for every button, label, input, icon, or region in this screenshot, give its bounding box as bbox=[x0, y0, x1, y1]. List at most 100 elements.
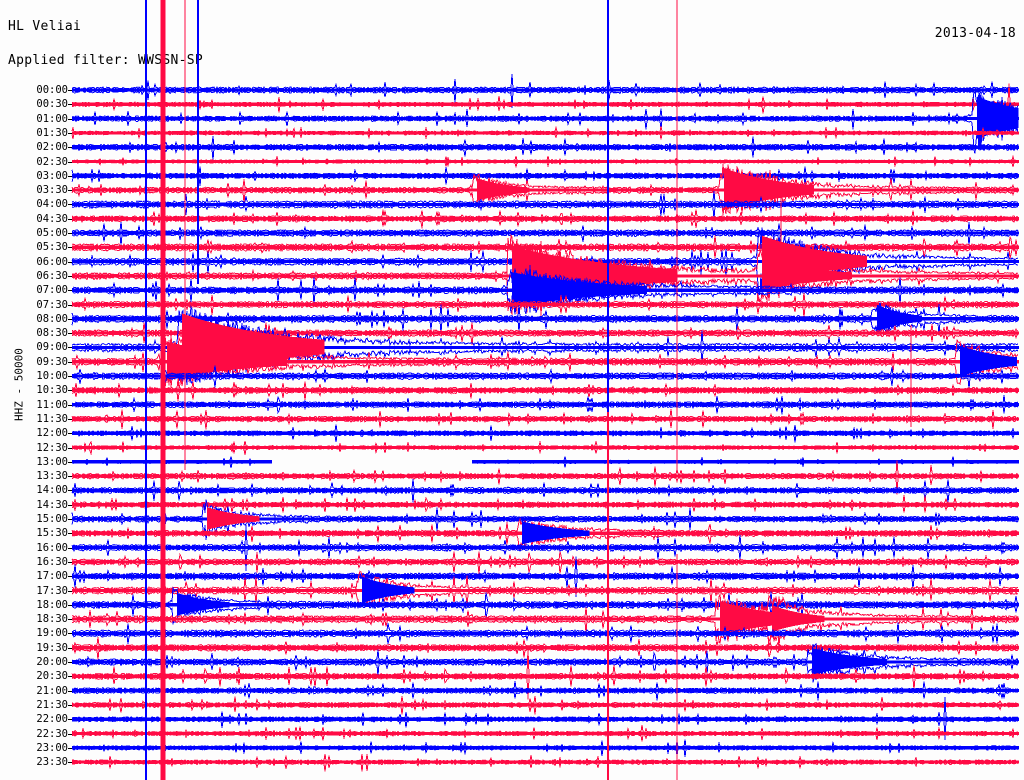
trace-row-11-30 bbox=[71, 408, 1019, 430]
axis-tick bbox=[68, 733, 72, 735]
event-coda-0630 bbox=[762, 259, 852, 291]
axis-tick bbox=[68, 404, 72, 406]
event-event-0800 bbox=[877, 304, 922, 332]
time-label-13-00: 13:00 bbox=[36, 455, 68, 468]
axis-tick bbox=[68, 333, 72, 335]
axis-tick bbox=[68, 361, 72, 363]
time-label-13-30: 13:30 bbox=[36, 470, 68, 483]
vertical-spike-line bbox=[607, 411, 609, 780]
event-event-1830 bbox=[720, 601, 803, 636]
vertical-spike-line bbox=[780, 197, 782, 284]
trace-row-04-00 bbox=[71, 191, 1019, 219]
time-label-22-00: 22:00 bbox=[36, 713, 68, 726]
time-label-18-30: 18:30 bbox=[36, 613, 68, 626]
axis-tick bbox=[68, 533, 72, 535]
vertical-spike-line bbox=[910, 325, 912, 427]
time-label-03-00: 03:00 bbox=[36, 169, 68, 182]
axis-tick bbox=[68, 447, 72, 449]
time-label-01-00: 01:00 bbox=[36, 112, 68, 125]
event-event-0930b bbox=[960, 345, 1018, 377]
trace-row-19-00 bbox=[71, 622, 1019, 645]
trace-row-12-30 bbox=[71, 439, 1019, 456]
axis-tick bbox=[68, 762, 72, 764]
time-label-10-30: 10:30 bbox=[36, 384, 68, 397]
trace-row-14-00 bbox=[71, 479, 1019, 503]
axis-tick bbox=[68, 204, 72, 206]
trace-row-21-00 bbox=[71, 681, 1019, 701]
axis-tick bbox=[68, 619, 72, 621]
axis-tick bbox=[68, 704, 72, 706]
axis-tick bbox=[68, 747, 72, 749]
time-label-04-00: 04:00 bbox=[36, 198, 68, 211]
event-event-1800 bbox=[177, 592, 230, 616]
time-label-00-30: 00:30 bbox=[36, 98, 68, 111]
axis-tick bbox=[68, 390, 72, 392]
axis-tick bbox=[68, 719, 72, 721]
axis-tick bbox=[68, 576, 72, 578]
axis-tick bbox=[68, 218, 72, 220]
time-label-10-00: 10:00 bbox=[36, 370, 68, 382]
time-label-12-30: 12:30 bbox=[36, 441, 68, 454]
filter-label: Applied filter: WWSSN-SP bbox=[8, 53, 204, 68]
time-label-07-30: 07:30 bbox=[36, 298, 68, 311]
time-label-08-30: 08:30 bbox=[36, 327, 68, 340]
trace-row-11-00 bbox=[71, 395, 1019, 415]
time-label-02-30: 02:30 bbox=[36, 155, 68, 168]
time-label-19-30: 19:30 bbox=[36, 641, 68, 654]
axis-tick bbox=[68, 175, 72, 177]
axis-tick bbox=[68, 318, 72, 320]
time-label-09-30: 09:30 bbox=[36, 355, 68, 368]
trace-row-12-00 bbox=[71, 424, 1019, 443]
event-event-1530 bbox=[207, 507, 260, 530]
time-label-04-30: 04:30 bbox=[36, 212, 68, 225]
axis-tick bbox=[68, 132, 72, 134]
event-event-1830b bbox=[772, 605, 825, 632]
vertical-spike-line bbox=[607, 0, 609, 412]
time-label-20-30: 20:30 bbox=[36, 670, 68, 683]
vertical-spike-line bbox=[676, 0, 678, 469]
time-label-01-30: 01:30 bbox=[36, 126, 68, 139]
time-label-23-30: 23:30 bbox=[36, 756, 68, 769]
trace-row-04-30 bbox=[71, 209, 1019, 229]
trace-row-21-30 bbox=[71, 696, 1019, 715]
time-label-06-30: 06:30 bbox=[36, 269, 68, 282]
time-label-05-30: 05:30 bbox=[36, 241, 68, 254]
trace-row-15-30 bbox=[71, 517, 1019, 551]
axis-tick bbox=[68, 461, 72, 463]
axis-tick bbox=[68, 233, 72, 234]
time-label-19-00: 19:00 bbox=[36, 627, 68, 640]
axis-tick bbox=[68, 633, 72, 635]
time-label-12-00: 12:00 bbox=[36, 427, 68, 440]
event-event-1730 bbox=[362, 576, 415, 604]
trace-row-02-30 bbox=[71, 153, 1019, 170]
axis-tick bbox=[68, 690, 72, 692]
time-label-11-00: 11:00 bbox=[36, 398, 68, 411]
time-label-21-30: 21:30 bbox=[36, 698, 68, 711]
axis-tick bbox=[68, 590, 72, 592]
axis-tick bbox=[68, 504, 72, 506]
axis-tick bbox=[68, 647, 72, 649]
axis-tick bbox=[68, 290, 72, 292]
time-label-03-30: 03:30 bbox=[36, 184, 68, 197]
time-label-23-00: 23:00 bbox=[36, 741, 68, 754]
time-label-14-00: 14:00 bbox=[36, 484, 68, 497]
time-label-17-00: 17:00 bbox=[36, 570, 68, 583]
axis-tick bbox=[68, 376, 72, 377]
axis-tick bbox=[68, 662, 72, 663]
time-label-07-00: 07:00 bbox=[36, 284, 68, 297]
time-label-18-00: 18:00 bbox=[36, 598, 68, 611]
time-label-14-30: 14:30 bbox=[36, 498, 68, 511]
trace-row-03-30 bbox=[71, 163, 1019, 216]
time-label-15-30: 15:30 bbox=[36, 527, 68, 540]
event-coda-0700 bbox=[512, 272, 647, 307]
axis-tick bbox=[68, 433, 72, 435]
time-label-02-00: 02:00 bbox=[36, 141, 68, 154]
trace-row-22-30 bbox=[71, 724, 1019, 742]
axis-tick bbox=[68, 90, 72, 91]
time-label-21-00: 21:00 bbox=[36, 684, 68, 697]
trace-row-13-00 bbox=[71, 453, 1019, 470]
trace-row-02-00 bbox=[71, 136, 1019, 161]
axis-tick bbox=[68, 104, 72, 106]
axis-tick bbox=[68, 118, 72, 120]
